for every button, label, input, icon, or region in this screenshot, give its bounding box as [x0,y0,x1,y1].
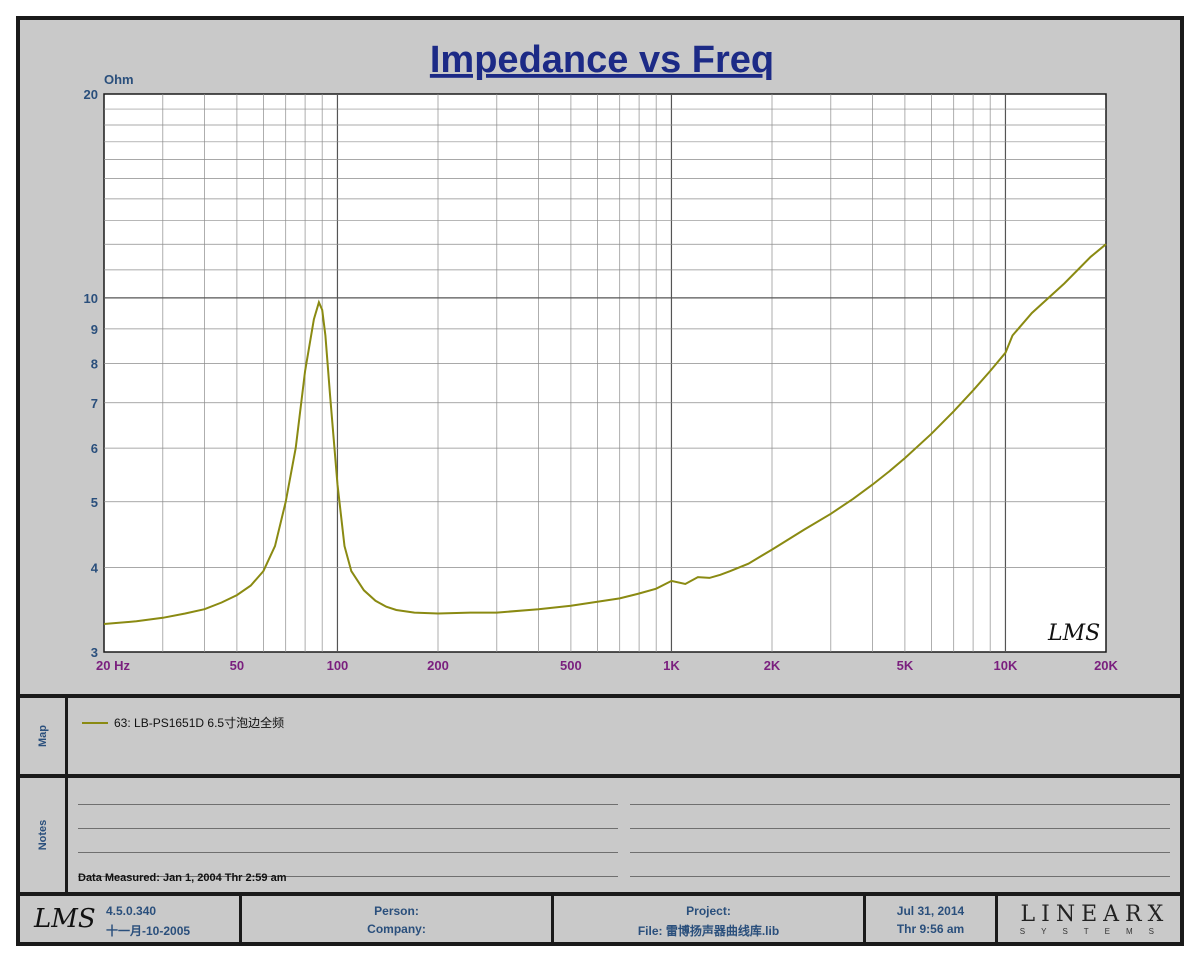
x-tick-label: 50 [230,658,244,673]
linearx-logo: LINEARX SYSTEMS [1020,902,1170,936]
chart-title: Impedance vs Freq [430,39,774,81]
footer-bar: LMS 4.5.0.340 十一月-10-2005 Person: Compan… [20,892,1180,942]
footer-date-cell: Jul 31, 2014 Thr 9:56 am [866,896,998,942]
x-tick-label: 5K [897,658,914,673]
x-tick-label: 100 [327,658,349,673]
linearx-wordmark: LINEARX [1020,902,1170,927]
x-tick-label: 10K [994,658,1018,673]
y-tick-label: 3 [91,645,98,660]
person-label: Person: [374,904,419,918]
note-line [78,852,618,853]
plot-area [103,93,1107,653]
notes-section: Notes Data Measured: Jan 1, 2004 Thr 2:5… [20,774,1180,892]
x-tick-label: 20K [1094,658,1118,673]
legend-swatch [82,721,108,724]
note-line [78,804,618,805]
x-tick-labels: 20 Hz 50 100 200 500 1K 2K 5K 10K 20K [96,658,1119,673]
y-tick-label: 20 [84,87,98,102]
notes-label-cell: Notes [20,778,68,892]
notes-label: Notes [36,819,49,851]
y-tick-label: 6 [91,441,98,456]
note-line [630,804,1170,805]
version-text: 4.5.0.340 [106,904,157,918]
note-line [78,828,618,829]
legend-entry: 63: LB-PS1651D 6.5寸泡边全频 [82,714,284,731]
y-tick-label: 5 [91,495,98,510]
y-axis-unit: Ohm [104,72,134,87]
x-tick-label: 20 Hz [96,658,130,673]
legend-text: 63: LB-PS1651D 6.5寸泡边全频 [114,716,285,730]
note-line [630,876,1170,877]
linearx-subtitle: SYSTEMS [1019,927,1170,936]
lms-logo: LMS [34,904,96,934]
impedance-series-line [103,243,1107,625]
company-label: Company: [367,922,426,936]
map-label: Map [36,725,49,747]
project-label: Project: [686,904,731,918]
lms-signature-mark: LMS [1047,621,1100,646]
report-frame: Impedance vs Freq Ohm 20 10 9 8 7 6 5 4 3 20 Hz 5… [16,16,1184,946]
report-time-text: Thr 9:56 am [896,922,965,936]
y-tick-label: 9 [91,322,98,337]
map-section: Map 63: LB-PS1651D 6.5寸泡边全频 [20,694,1180,774]
data-measured-text: Data Measured: Jan 1, 2004 Thr 2:59 am [78,872,287,884]
footer-project-cell: Project: File: 雷博扬声器曲线库.lib [554,896,866,942]
build-date-text: 十一月-10-2005 [106,924,191,938]
note-line [630,828,1170,829]
x-tick-label: 500 [560,658,582,673]
y-tick-label: 7 [91,396,98,411]
y-tick-label: 10 [84,291,98,306]
y-tick-label: 4 [91,560,99,575]
map-label-cell: Map [20,698,68,774]
x-tick-label: 1K [663,658,680,673]
impedance-chart: Impedance vs Freq Ohm 20 10 9 8 7 6 5 4 3 20 Hz 5… [84,39,1119,673]
x-tick-label: 2K [764,658,781,673]
file-name-text: File: 雷博扬声器曲线库.lib [637,924,780,938]
footer-person-cell: Person: Company: [242,896,554,942]
note-line [78,876,618,877]
x-tick-label: 200 [427,658,449,673]
y-tick-label: 8 [91,357,98,372]
y-tick-labels: 20 10 9 8 7 6 5 4 3 [84,87,99,660]
note-line [630,852,1170,853]
footer-version-cell: LMS 4.5.0.340 十一月-10-2005 [20,896,242,942]
grid [104,94,1106,652]
report-date-text: Jul 31, 2014 [896,904,965,918]
